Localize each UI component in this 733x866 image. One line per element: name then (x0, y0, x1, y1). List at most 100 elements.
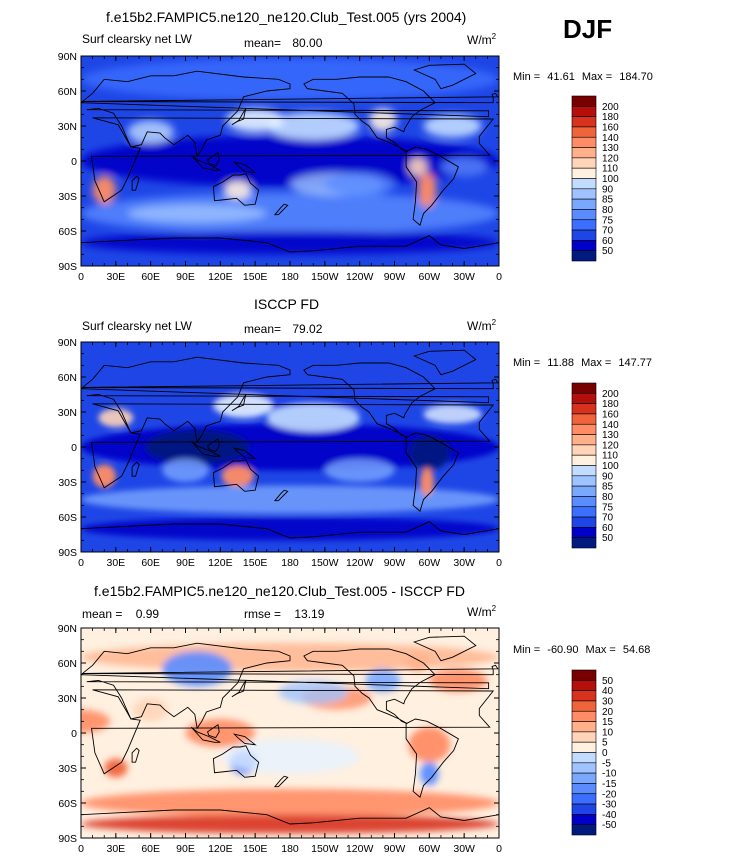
lat-tick-label: 30N (58, 407, 77, 419)
colorbar-box (571, 393, 597, 404)
colorbar-label: 200 (602, 389, 619, 400)
coastline-uk (82, 664, 499, 676)
coastlines-1 (81, 63, 499, 266)
colorbar-box (571, 803, 597, 815)
coastline-japan (231, 108, 247, 126)
field-shading-2 (81, 342, 499, 552)
lon-tick-label: 150W (311, 843, 339, 855)
colorbar-box (571, 772, 597, 784)
lon-tick-label: 150E (243, 271, 268, 283)
colorbar-box (571, 731, 597, 743)
colorbar-label: 60 (602, 236, 614, 247)
coastline-africa (90, 689, 495, 775)
coastline-japan (231, 394, 247, 412)
panel-1-units-sup: 2 (491, 32, 497, 41)
panel-1-mean-label: mean= 80.00 (244, 36, 322, 50)
colorbar-label: 200 (602, 102, 619, 113)
lon-tick-label: 60E (141, 271, 160, 283)
lat-tick-label: 30N (58, 121, 77, 133)
coastlines-3 (81, 635, 499, 838)
colorbar-box (571, 527, 597, 538)
coastline-africa (90, 117, 495, 203)
lat-tick-label: 90N (58, 623, 77, 635)
lon-tick-label: 120E (208, 843, 233, 855)
coastlines-2 (81, 349, 499, 552)
coastline-indonesia (190, 440, 221, 457)
coastline-newguinea (232, 447, 257, 460)
lon-tick-label: 90E (176, 557, 195, 569)
colorbar-box (571, 167, 597, 179)
lat-tick-label: 90S (58, 547, 77, 559)
lon-tick-label: 30E (106, 271, 125, 283)
coastline-uk (82, 92, 499, 104)
coastline-borneo (207, 438, 220, 453)
colorbar-box (571, 506, 597, 518)
lon-tick-label: 30W (453, 557, 475, 569)
colorbar-label: 180 (602, 112, 619, 123)
lon-tick-label: 90W (384, 557, 406, 569)
colorbar-label: 120 (602, 440, 619, 451)
colorbar-label: 90 (602, 471, 614, 482)
colorbar-label: 50 (602, 533, 614, 544)
colorbar-label: 75 (602, 215, 614, 226)
colorbar-label: 0 (602, 748, 608, 759)
colorbar-box (571, 710, 597, 722)
coastline-madagascar (131, 747, 140, 763)
lon-tick-label: 60E (141, 557, 160, 569)
coastline-nz (273, 775, 289, 788)
colorbar-box (571, 700, 597, 712)
colorbar-box (571, 147, 597, 159)
lat-tick-label: 60N (58, 372, 77, 384)
coastline-africa (90, 403, 495, 489)
coastline-nz (273, 489, 289, 502)
lon-tick-label: 120W (346, 271, 374, 283)
coastline-indonesia (190, 726, 221, 743)
lon-tick-label: 120E (208, 271, 233, 283)
colorbar-label: -40 (602, 810, 617, 821)
panel-3-units-base: W/m (467, 605, 492, 619)
colorbar-label: -20 (602, 789, 617, 800)
panel-1-min-label: Min = (513, 71, 541, 83)
lon-tick-label: 30W (453, 843, 475, 855)
colorbar-label: 110 (602, 164, 618, 175)
lat-tick-label: 30S (58, 191, 77, 203)
field-shading-1 (81, 56, 499, 266)
panel-3-title: f.e15b2.FAMPIC5.ne120_ne120.Club_Test.00… (94, 583, 465, 599)
colorbar-label: 60 (602, 523, 614, 534)
coastline-south_america (405, 718, 459, 798)
colorbar-box (571, 250, 597, 262)
colorbar-box (571, 229, 597, 241)
coastline-borneo (207, 152, 220, 167)
coastline-europe_asia (81, 70, 490, 158)
panel-3-mean-text: mean = (82, 607, 123, 621)
lon-tick-label: 90E (176, 271, 195, 283)
coastline-indonesia (190, 154, 221, 171)
lon-tick-label: 180 (281, 271, 299, 283)
colorbar-box (571, 690, 597, 702)
colorbar-box (571, 824, 597, 836)
colorbar-label: 90 (602, 184, 614, 195)
colorbar-label: 30 (602, 696, 614, 707)
lat-tick-label: 90N (58, 337, 77, 349)
colorbar-box (571, 454, 597, 466)
colorbar-label: 120 (602, 153, 619, 164)
lon-tick-label: 150W (311, 271, 339, 283)
colorbar-label: 130 (602, 143, 619, 154)
lat-tick-label: 0 (71, 442, 77, 454)
colorbar-label: 70 (602, 226, 614, 237)
panel-1-max-label: Max = (581, 71, 613, 83)
colorbar-box (571, 126, 597, 138)
colorbar-box (571, 434, 597, 446)
coastline-greenland (412, 635, 477, 662)
lat-tick-label: 60S (58, 512, 77, 524)
colorbar-box (571, 116, 597, 128)
panel-3-units-sup: 2 (491, 604, 497, 613)
coastline-japan (231, 680, 247, 698)
lat-tick-label: 30S (58, 477, 77, 489)
colorbar-box (571, 198, 597, 210)
